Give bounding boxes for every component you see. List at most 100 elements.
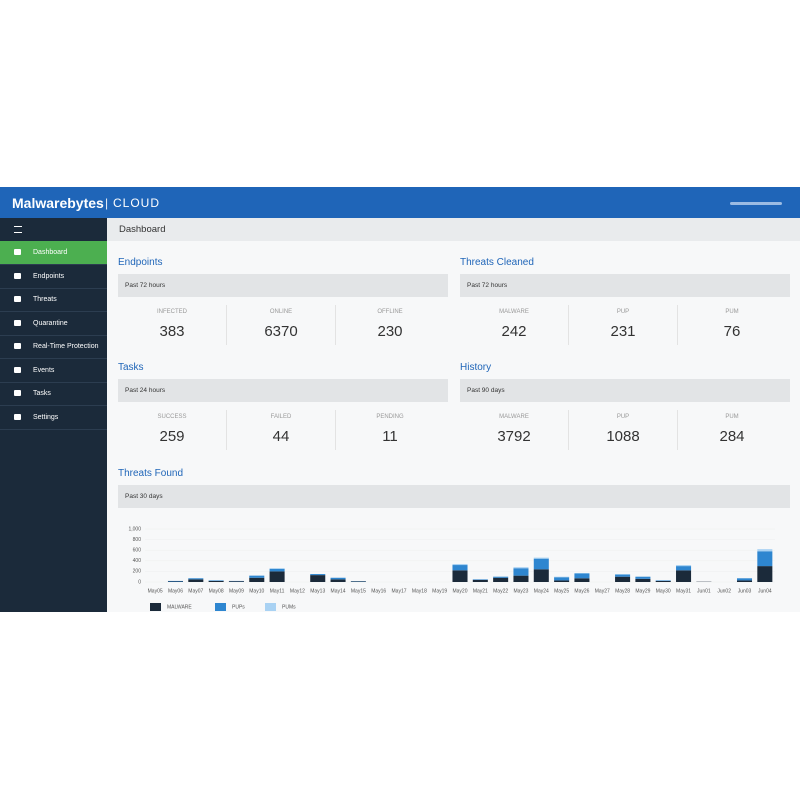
divider: | (105, 196, 109, 210)
nav-item[interactable]: Settings (0, 406, 107, 430)
bar-segment (493, 577, 509, 582)
stat-label: PUP (616, 309, 630, 315)
stat-label: OFFLINE (377, 309, 403, 315)
nav-label: Endpoints (33, 272, 65, 280)
y-tick-label: 400 (133, 558, 142, 564)
x-tick-label: May25 (554, 588, 569, 594)
nav-icon (14, 296, 21, 302)
x-tick-label: May29 (635, 588, 650, 594)
bar-segment (513, 575, 529, 582)
bar-segment (574, 573, 590, 579)
bar-segment (167, 580, 184, 582)
stat-value: 231 (610, 323, 636, 340)
title-bar: Dashboard (107, 218, 800, 241)
page-title: Dashboard (119, 224, 166, 235)
bar-segment (615, 576, 631, 582)
x-tick-label: May23 (513, 588, 528, 594)
x-tick-label: May20 (452, 588, 467, 594)
bar-segment (513, 568, 529, 576)
nav-label: Dashboard (33, 249, 68, 256)
x-tick-label: May13 (310, 588, 325, 594)
stat-value: 230 (377, 323, 403, 340)
x-tick-label: May19 (432, 588, 447, 594)
bar-segment (350, 581, 366, 582)
bar-segment (533, 558, 549, 570)
y-tick-label: 200 (133, 569, 142, 575)
x-tick-label: May21 (473, 588, 488, 594)
period-bar: Past 72 hours (118, 274, 448, 297)
bar-segment (269, 568, 285, 572)
x-tick-label: May11 (270, 588, 285, 594)
bar-segment (472, 579, 488, 582)
nav-label: Threats (33, 296, 57, 303)
bar-segment (554, 576, 570, 578)
stat-value: 383 (159, 323, 185, 340)
nav-item[interactable]: Quarantine (0, 312, 107, 336)
stat-divider (335, 410, 336, 450)
header: Malwarebytes | CLOUD (0, 187, 800, 218)
nav-item[interactable]: Dashboard (0, 241, 107, 265)
bar-segment (757, 551, 773, 567)
threats-chart: 0 200 400 600 800 1,000 May05 May06 May07 May08 Ma… (128, 526, 775, 611)
bar-segment (452, 563, 468, 566)
nav-item[interactable]: Threats (0, 288, 107, 312)
x-tick-label: May10 (249, 588, 264, 594)
bar-segment (736, 578, 753, 581)
legend-label: PUPs (232, 604, 245, 610)
nav-item[interactable]: Events (0, 359, 107, 383)
user-menu[interactable] (730, 202, 782, 205)
bar-segment (533, 557, 549, 559)
nav-icon (14, 319, 21, 326)
nav-icon (14, 390, 21, 396)
x-tick-label: May17 (392, 588, 407, 594)
panel-title: Endpoints (118, 257, 163, 268)
bar-segment (574, 578, 590, 582)
x-tick-label: May22 (493, 588, 508, 594)
period-bar: Past 24 hours (118, 379, 448, 402)
panel-title: Tasks (118, 362, 144, 373)
stat-divider (677, 410, 678, 450)
x-tick-label: May09 (229, 588, 244, 594)
x-tick-label: May08 (209, 588, 224, 594)
stat-divider (226, 410, 227, 450)
nav-label: Tasks (33, 390, 51, 397)
x-tick-label: May12 (290, 588, 305, 594)
x-tick-label: May27 (595, 588, 610, 594)
legend-label: MALWARE (167, 604, 192, 610)
nav-item[interactable]: Real-Time Protection (0, 335, 107, 359)
stat-label: MALWARE (499, 309, 529, 315)
bar-segment (167, 581, 184, 582)
stat-value: 284 (719, 428, 745, 445)
nav-item[interactable]: Tasks (0, 382, 107, 406)
nav-item[interactable]: Endpoints (0, 265, 107, 289)
x-tick-label: May05 (148, 588, 163, 594)
x-tick-label: May28 (615, 588, 630, 594)
x-tick-label: May26 (574, 588, 589, 594)
stat-value: 6370 (264, 323, 298, 340)
stat-divider (677, 305, 678, 345)
bar-segment (757, 566, 773, 582)
stat-label: FAILED (270, 414, 292, 420)
nav-icon (14, 413, 21, 420)
bar-segment (615, 574, 631, 575)
nav-icon (14, 272, 21, 279)
stat-label: PUM (725, 414, 739, 420)
bar-segment (249, 575, 265, 578)
bar-segment (208, 580, 224, 581)
stat-label: INFECTED (157, 309, 187, 315)
x-tick-label: Jun03 (738, 588, 752, 594)
panel-title: History (460, 362, 492, 373)
x-tick-label: May18 (412, 588, 427, 594)
legend-swatch (150, 603, 161, 611)
stat-label: MALWARE (499, 414, 529, 420)
bar-segment (188, 579, 204, 582)
bar-segment (269, 571, 285, 582)
bar-segment (330, 579, 346, 582)
stat-value: 3792 (497, 428, 531, 445)
stat-value: 44 (272, 428, 290, 445)
legend-label: PUMs (282, 604, 296, 610)
stat-label: ONLINE (269, 309, 293, 315)
menu-toggle[interactable] (14, 226, 22, 233)
stat-divider (226, 305, 227, 345)
